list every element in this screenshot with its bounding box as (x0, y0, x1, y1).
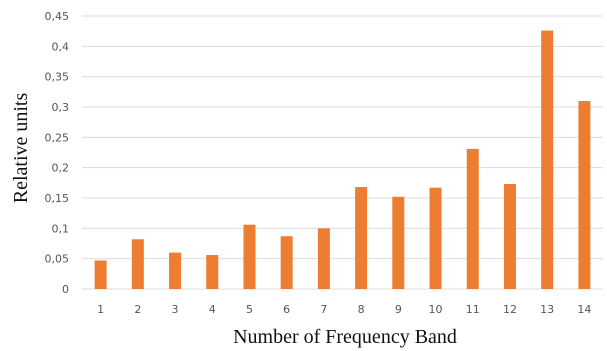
bars (94, 30, 591, 290)
bar (280, 236, 293, 289)
bar (429, 187, 442, 289)
x-tick-label: 11 (466, 303, 480, 316)
bar (392, 196, 405, 289)
x-tick-label: 1 (97, 303, 104, 316)
y-tick-label: 0 (62, 283, 69, 296)
x-tick-label: 12 (503, 303, 517, 316)
x-tick-label: 7 (320, 303, 327, 316)
bar (541, 30, 554, 290)
bar (131, 239, 144, 289)
bar (243, 224, 256, 289)
bar (169, 252, 182, 289)
bar (355, 187, 368, 289)
gridlines (82, 15, 603, 290)
x-tick-label: 6 (283, 303, 290, 316)
x-tick-label: 4 (209, 303, 216, 316)
bar (94, 260, 107, 289)
bar (503, 184, 516, 289)
y-axis-tick-labels: 0 0,05 0,1 0,15 0,2 0,25 0,3 0,35 0,4 0,45 (45, 10, 70, 296)
y-tick-label: 0,45 (45, 10, 70, 23)
x-tick-label: 10 (429, 303, 443, 316)
x-tick-label: 5 (246, 303, 253, 316)
x-tick-label: 13 (540, 303, 554, 316)
y-tick-label: 0,3 (52, 101, 70, 114)
y-tick-label: 0,25 (45, 131, 70, 144)
bar (578, 100, 591, 289)
bar (466, 148, 479, 289)
x-tick-label: 9 (395, 303, 402, 316)
y-tick-label: 0,35 (45, 71, 70, 84)
x-tick-label: 14 (577, 303, 591, 316)
y-tick-label: 0,1 (52, 222, 70, 235)
x-tick-label: 8 (358, 303, 365, 316)
x-axis-title: Number of Frequency Band (233, 326, 457, 348)
y-axis-title: Relative units (10, 93, 32, 204)
bar (206, 255, 219, 289)
y-tick-label: 0,4 (52, 40, 70, 53)
x-tick-label: 2 (134, 303, 141, 316)
x-axis-tick-labels: 1 2 3 4 5 6 7 8 9 10 11 12 13 14 (97, 303, 591, 316)
y-tick-label: 0,2 (52, 162, 70, 175)
y-tick-label: 0,05 (45, 253, 70, 266)
y-tick-label: 0,15 (45, 192, 70, 205)
bar (317, 228, 330, 289)
x-tick-label: 3 (172, 303, 179, 316)
